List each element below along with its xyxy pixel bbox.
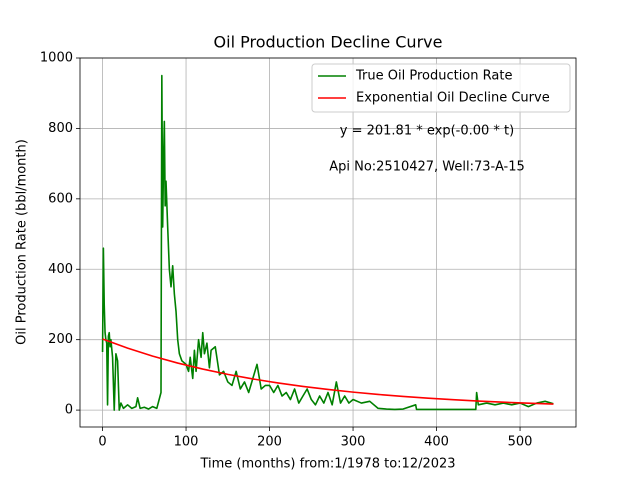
legend-label: True Oil Production Rate — [355, 69, 512, 84]
legend: True Oil Production Rate Exponential Oil … — [311, 63, 571, 113]
annotation: Api No:2510427, Well:73-A-15 — [329, 160, 525, 175]
y-tick-label: 0 — [65, 403, 73, 418]
y-tick-label: 400 — [48, 262, 73, 277]
x-tick-label: 500 — [508, 435, 533, 450]
y-tick-label: 1000 — [40, 51, 73, 66]
axes-frame — [79, 57, 577, 428]
x-tick-label: 200 — [257, 435, 282, 450]
annotation: y = 201.81 * exp(-0.00 * t) — [340, 124, 514, 139]
y-tick-label: 200 — [48, 332, 73, 347]
data-line — [102, 338, 554, 405]
y-axis-label: Oil Production Rate (bbl/month) — [15, 139, 30, 345]
legend-label: Exponential Oil Decline Curve — [356, 91, 550, 106]
x-tick-label: 400 — [424, 435, 449, 450]
x-tick-label: 0 — [98, 435, 106, 450]
y-tick-label: 600 — [48, 191, 73, 206]
chart-title: Oil Production Decline Curve — [214, 33, 443, 52]
x-axis-label: Time (months) from:1/1978 to:12/2023 — [199, 457, 455, 472]
y-tick-label: 800 — [48, 121, 73, 136]
x-tick-label: 100 — [174, 435, 199, 450]
legend-box — [311, 63, 571, 113]
x-tick-label: 300 — [341, 435, 366, 450]
data-line — [101, 74, 554, 411]
